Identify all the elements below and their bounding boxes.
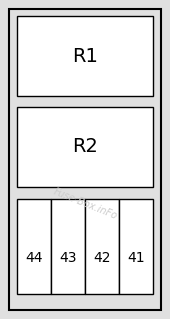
Bar (9, 9, 161, 310)
Bar (85, 199, 119, 294)
Bar (119, 199, 153, 294)
Bar (17, 199, 51, 294)
Text: 44: 44 (25, 251, 43, 265)
Text: 41: 41 (127, 251, 145, 265)
Bar (17, 107, 153, 187)
Text: Fuse-Box.inFo: Fuse-Box.inFo (52, 187, 118, 221)
Text: R1: R1 (72, 47, 98, 65)
Text: 43: 43 (59, 251, 77, 265)
Text: 42: 42 (93, 251, 111, 265)
Text: R2: R2 (72, 137, 98, 157)
Bar (17, 16, 153, 96)
Bar (51, 199, 85, 294)
